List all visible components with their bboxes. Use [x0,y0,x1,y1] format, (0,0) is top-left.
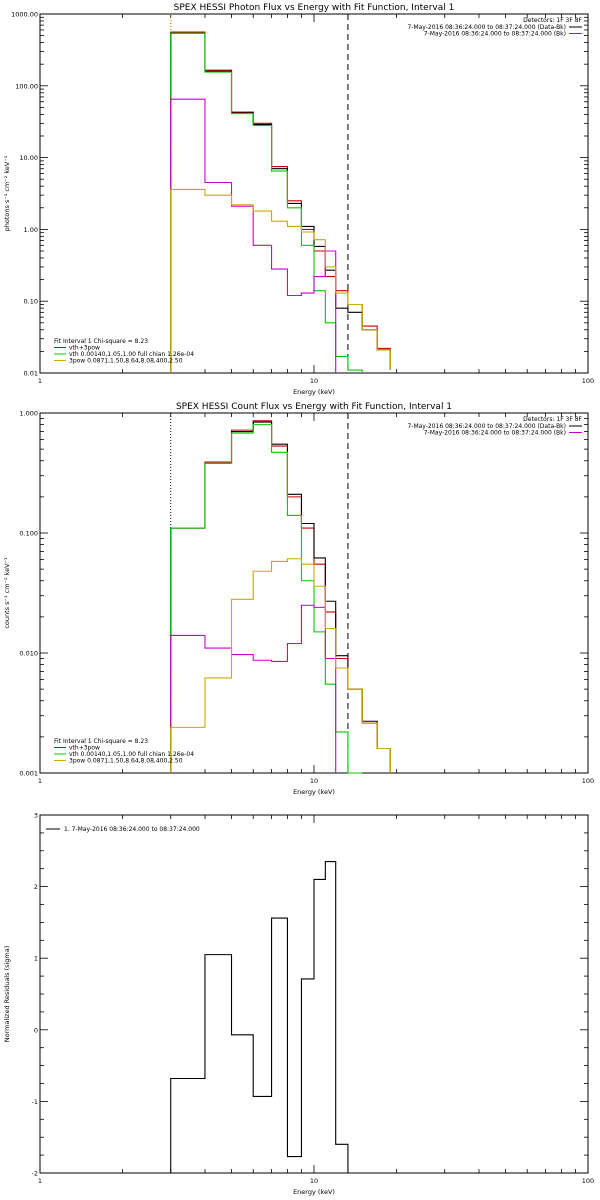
x-tick-label: 100 [582,777,594,785]
y-tick-label: 10.00 [19,154,38,162]
series-vth-line [170,424,363,774]
plot-frame [39,814,589,1174]
y-tick-label: 0.001 [19,770,38,778]
series-bk-line [170,98,337,373]
detectors-label: Detectors: 1F 3F 8F [523,17,582,24]
fit-legend-entry: vth 0.00140,1.05,1.00 full chian 1.26e-0… [69,751,194,758]
x-tick-label: 100 [582,1177,594,1185]
y-tick-label: 1 [34,955,38,963]
fit-legend-entry: vth 0.00140,1.05,1.00 full chian 1.26e-0… [69,351,194,358]
series-3pow-line [170,188,391,373]
x-axis-label: Energy (keV) [293,788,335,796]
y-tick-label: 1.00 [24,226,38,234]
legend-entry: 7-May-2016 08:36:24.000 to 08:37:24.000 … [407,423,566,430]
chart-panel-1: SPEX HESSI Photon Flux vs Energy with Fi… [3,3,594,396]
x-tick-label: 1 [38,377,42,385]
x-axis-label: Energy (keV) [293,1188,335,1196]
x-tick-label: 1 [38,1177,42,1185]
detectors-label: Detectors: 1F 3F 8F [523,416,582,423]
x-tick-label: 10 [310,1177,318,1185]
series-3pow-line [170,558,391,773]
y-tick-label: 1000.00 [11,11,38,19]
series-residuals-line [170,860,349,1173]
fit-legend-entry: Fit Interval 1 Chi-square = 8.23 [54,338,148,345]
legend-entry: 7-May-2016 08:36:24.000 to 08:37:24.000 … [424,430,566,437]
series-data-bk-line [170,32,391,373]
y-tick-label: 3 [34,812,38,820]
y-tick-label: 0.01 [24,370,38,378]
y-tick-label: 1.000 [19,410,38,418]
x-tick-label: 100 [582,377,594,385]
y-tick-label: 0 [34,1026,38,1034]
x-axis-label: Energy (keV) [293,388,335,396]
legend-entry: 7-May-2016 08:36:24.000 to 08:37:24.000 … [424,31,566,38]
fit-legend-entry: vth+3pow [69,345,100,352]
y-tick-label: 0.10 [24,298,38,306]
y-tick-label: 0.100 [19,530,38,538]
series-data-bk-line [170,421,391,773]
fit-legend-entry: Fit Interval 1 Chi-square = 8.23 [54,738,148,745]
chart-panel-2: SPEX HESSI Count Flux vs Energy with Fit… [3,402,594,796]
series-vth-3pow-line [170,420,391,773]
chart-title: SPEX HESSI Photon Flux vs Energy with Fi… [174,3,455,13]
y-tick-label: 2 [34,883,38,891]
y-axis-label: counts s⁻¹ cm⁻² keV⁻¹ [3,557,11,629]
y-tick-label: 100.00 [15,82,38,90]
x-tick-label: 10 [310,377,318,385]
x-tick-label: 1 [38,777,42,785]
chart-panel-3: 1 10 100 -2 -1 0 1 2 3 Energy (keV) Normalized Res… [3,812,594,1197]
series-bk-line [170,604,337,773]
series-vth-line [170,32,363,373]
y-tick-label: 0.010 [19,650,38,658]
y-axis-label: Normalized Residuals (sigma) [3,946,11,1043]
y-tick-label: -1 [32,1098,38,1106]
x-tick-label: 10 [310,777,318,785]
chart-title: SPEX HESSI Count Flux vs Energy with Fit… [176,402,452,412]
legend-entry: 7-May-2016 08:36:24.000 to 08:37:24.000 … [407,24,566,31]
y-axis-label: photons s⁻¹ cm⁻² keV⁻¹ [3,155,11,231]
fit-legend-entry: 3pow 0.0871,1.50,8.64,8.08,400,2.50 [69,758,183,765]
fit-legend-entry: vth+3pow [69,745,100,752]
plot-frame [39,13,589,374]
series-vth-3pow-line [170,31,391,373]
legend-entry: 1. 7-May-2016 08:36:24.000 to 08:37:24.0… [64,826,200,833]
fit-legend-entry: 3pow 0.0871,1.50,8.64,8.08,400,2.50 [69,358,183,365]
y-tick-label: -2 [32,1170,38,1178]
